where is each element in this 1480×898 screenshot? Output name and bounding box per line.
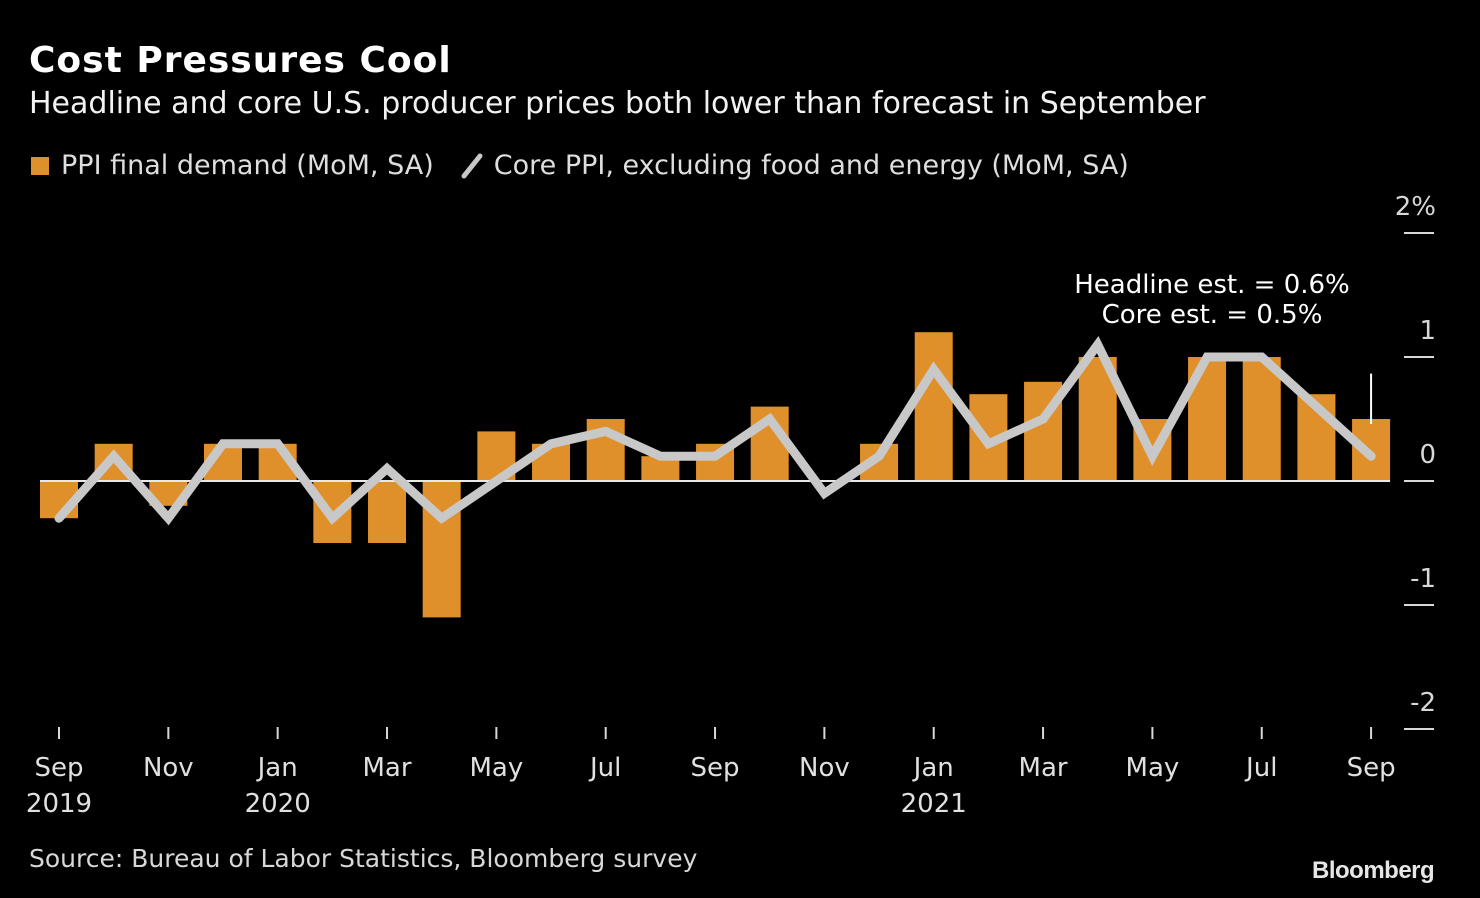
bloomberg-logo: Bloomberg [1312, 857, 1435, 884]
x-tick-label: Sep [691, 753, 740, 783]
x-tick-label: Mar [1019, 753, 1068, 783]
x-axis: Sep 2019 Nov Jan 2020 Mar May Jul Sep Nov Jan 2021 M… [26, 727, 1396, 819]
x-tick-label: Nov [143, 753, 194, 783]
chart-title: Cost Pressures Cool [29, 40, 452, 81]
x-tick-label: May [1126, 753, 1180, 783]
x-tick-label: Jul [1244, 753, 1277, 783]
y-tick-label: 2% [1395, 192, 1436, 222]
x-tick-year-label: 2021 [901, 789, 967, 819]
legend: PPI final demand (MoM, SA) Core PPI, exc… [31, 150, 1129, 181]
x-tick-label: May [469, 753, 523, 783]
ppi-bar [1242, 357, 1281, 481]
core-ppi-line [54, 335, 1376, 526]
x-tick-label: Mar [362, 753, 411, 783]
x-tick-label: Jan [912, 753, 954, 783]
x-tick-year-label: 2019 [26, 789, 92, 819]
chart-subtitle: Headline and core U.S. producer prices b… [29, 86, 1206, 121]
ppi-bar [914, 332, 953, 481]
x-tick-label: Jul [588, 753, 621, 783]
core-estimate-label: Core est. = 0.5% [1101, 300, 1323, 330]
ppi-bar [368, 481, 407, 543]
x-tick-label: Sep [34, 753, 83, 783]
bar-series [40, 332, 1391, 618]
estimate-annotation: Headline est. = 0.6% Core est. = 0.5% [1052, 270, 1372, 330]
y-axis: 2% 1 0 -1 -2 [1395, 192, 1436, 730]
x-tick-label: Sep [1347, 753, 1396, 783]
y-tick-label: 0 [1419, 440, 1436, 470]
source-note: Source: Bureau of Labor Statistics, Bloo… [29, 844, 698, 873]
y-tick-label: -2 [1410, 688, 1436, 718]
headline-estimate-label: Headline est. = 0.6% [1074, 270, 1350, 300]
x-tick-label: Jan [256, 753, 298, 783]
legend-bar-swatch-icon [31, 156, 49, 175]
y-tick-label: 1 [1419, 316, 1436, 346]
x-tick-label: Nov [799, 753, 850, 783]
x-tick-year-label: 2020 [245, 789, 311, 819]
legend-bar-label: PPI final demand (MoM, SA) [61, 150, 434, 181]
legend-line-swatch-icon [461, 153, 483, 178]
legend-line-label: Core PPI, excluding food and energy (MoM… [493, 150, 1129, 181]
y-tick-label: -1 [1410, 564, 1436, 594]
